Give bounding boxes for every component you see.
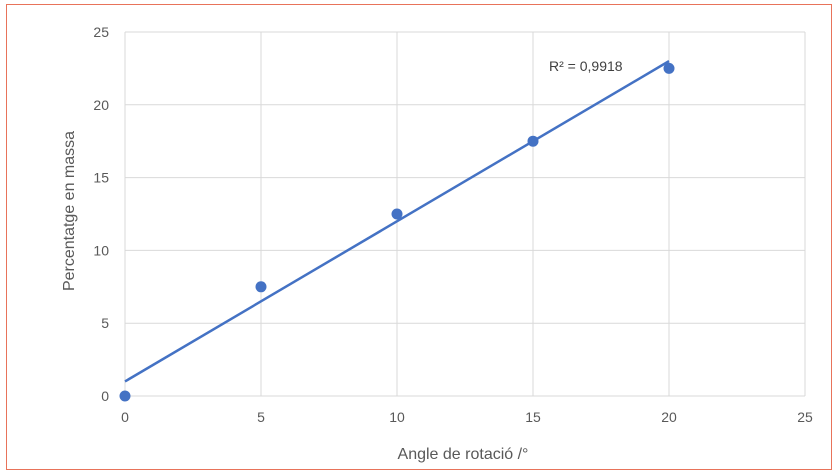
- r-squared-label: R² = 0,9918: [549, 58, 623, 74]
- y-axis-ticks: 0 5 10 15 20 25: [93, 24, 109, 404]
- y-tick-label: 15: [93, 170, 109, 186]
- y-tick-label: 20: [93, 97, 109, 113]
- y-tick-label: 10: [93, 242, 109, 258]
- x-tick-label: 0: [121, 409, 129, 425]
- x-axis-title: Angle de rotació /°: [398, 446, 529, 463]
- trendline-layer: [124, 60, 670, 383]
- x-tick-label: 5: [257, 409, 265, 425]
- data-point: [119, 390, 131, 402]
- chart-frame: [6, 4, 832, 470]
- x-tick-label: 20: [661, 409, 677, 425]
- data-point: [391, 208, 403, 220]
- x-axis-ticks: 0 5 10 15 20 25: [121, 409, 813, 425]
- x-tick-label: 10: [389, 409, 405, 425]
- y-tick-label: 5: [101, 315, 109, 331]
- gridlines: [124, 31, 806, 397]
- data-point: [663, 62, 675, 74]
- data-point: [255, 281, 267, 293]
- data-points: [119, 62, 675, 402]
- x-tick-label: 15: [525, 409, 541, 425]
- x-tick-label: 25: [797, 409, 813, 425]
- y-tick-label: 25: [93, 24, 109, 40]
- data-point: [527, 135, 539, 147]
- linear-trendline: [124, 60, 670, 383]
- y-axis-title: Percentatge en massa: [61, 131, 78, 291]
- y-tick-label: 0: [101, 388, 109, 404]
